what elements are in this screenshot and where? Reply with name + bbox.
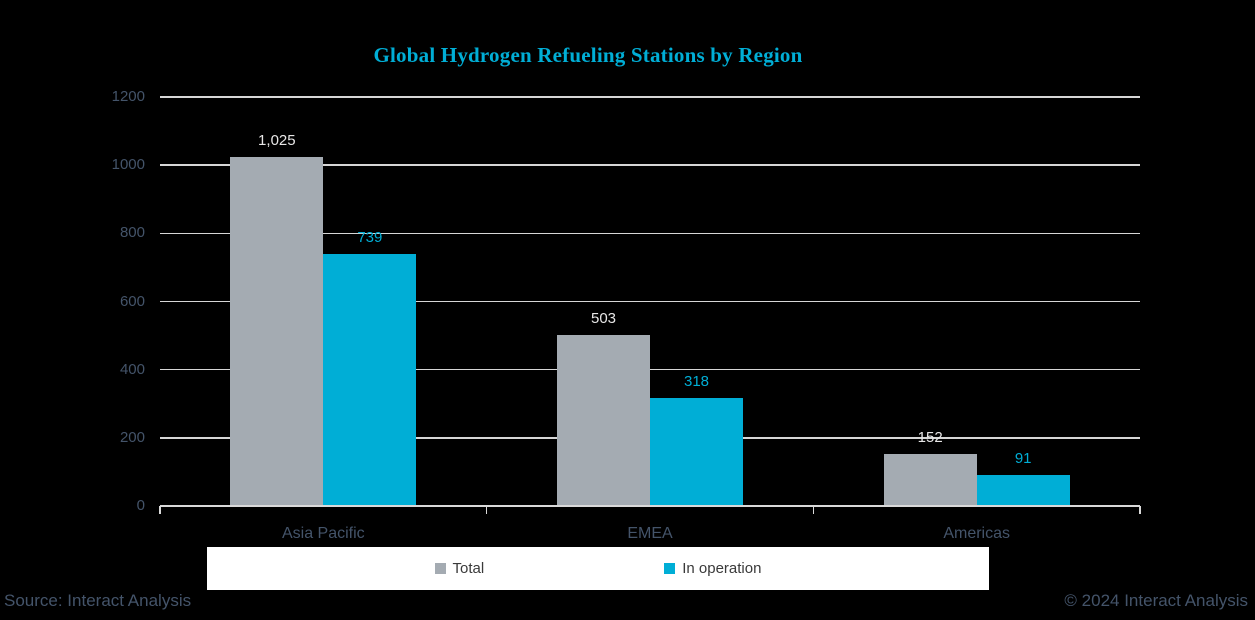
gridline bbox=[160, 300, 1140, 303]
x-axis-label: Americas bbox=[943, 525, 1010, 542]
bar-total-asia-pacific bbox=[230, 156, 324, 506]
x-axis-tick bbox=[159, 506, 161, 514]
gridline bbox=[160, 368, 1140, 371]
chart-title: Global Hydrogen Refueling Stations by Re… bbox=[373, 43, 803, 67]
bar-total-americas bbox=[883, 454, 977, 506]
y-axis-label: 0 bbox=[136, 497, 145, 514]
x-axis-tick bbox=[812, 506, 815, 514]
x-axis-tick bbox=[485, 506, 488, 514]
copyright-note: © 2024 Interact Analysis bbox=[1064, 591, 1248, 610]
y-axis-label: 1000 bbox=[111, 156, 145, 174]
x-axis-label: EMEA bbox=[627, 525, 673, 542]
gridline bbox=[160, 96, 1140, 98]
legend: Total In operation bbox=[207, 547, 989, 590]
bar-value-label: 739 bbox=[357, 229, 383, 247]
y-axis-label: 600 bbox=[119, 292, 145, 310]
y-axis-label: 400 bbox=[119, 360, 145, 378]
legend-swatch-icon bbox=[434, 563, 446, 574]
legend-label: Total bbox=[452, 560, 485, 577]
bar-value-label: 503 bbox=[590, 309, 617, 327]
bar-value-label: 318 bbox=[683, 372, 710, 390]
legend-swatch-icon bbox=[664, 563, 676, 574]
bar-total-emea bbox=[557, 334, 650, 506]
x-axis-tick bbox=[1139, 506, 1141, 514]
y-axis-label: 800 bbox=[119, 224, 145, 242]
bar-in-operation-americas bbox=[976, 474, 1070, 506]
bar-in-operation-emea bbox=[650, 397, 743, 506]
plot-area: 1,025 739 503 318 152 91 bbox=[159, 96, 1141, 514]
gridline bbox=[160, 232, 1140, 235]
legend-item-in-operation: In operation bbox=[664, 560, 761, 577]
x-axis-line bbox=[160, 505, 1140, 507]
bar-value-label: 152 bbox=[917, 429, 943, 447]
bar-value-label: 1,025 bbox=[258, 131, 296, 149]
y-axis-label: 1200 bbox=[111, 88, 145, 105]
bar-value-label: 91 bbox=[1014, 449, 1032, 467]
bar-in-operation-asia-pacific bbox=[323, 254, 417, 506]
y-axis-label: 200 bbox=[119, 428, 145, 446]
legend-label: In operation bbox=[682, 560, 762, 577]
source-note: Source: Interact Analysis bbox=[4, 591, 192, 610]
legend-item-total: Total bbox=[434, 560, 485, 577]
gridline bbox=[160, 164, 1140, 166]
x-axis-label: Asia Pacific bbox=[281, 525, 365, 542]
